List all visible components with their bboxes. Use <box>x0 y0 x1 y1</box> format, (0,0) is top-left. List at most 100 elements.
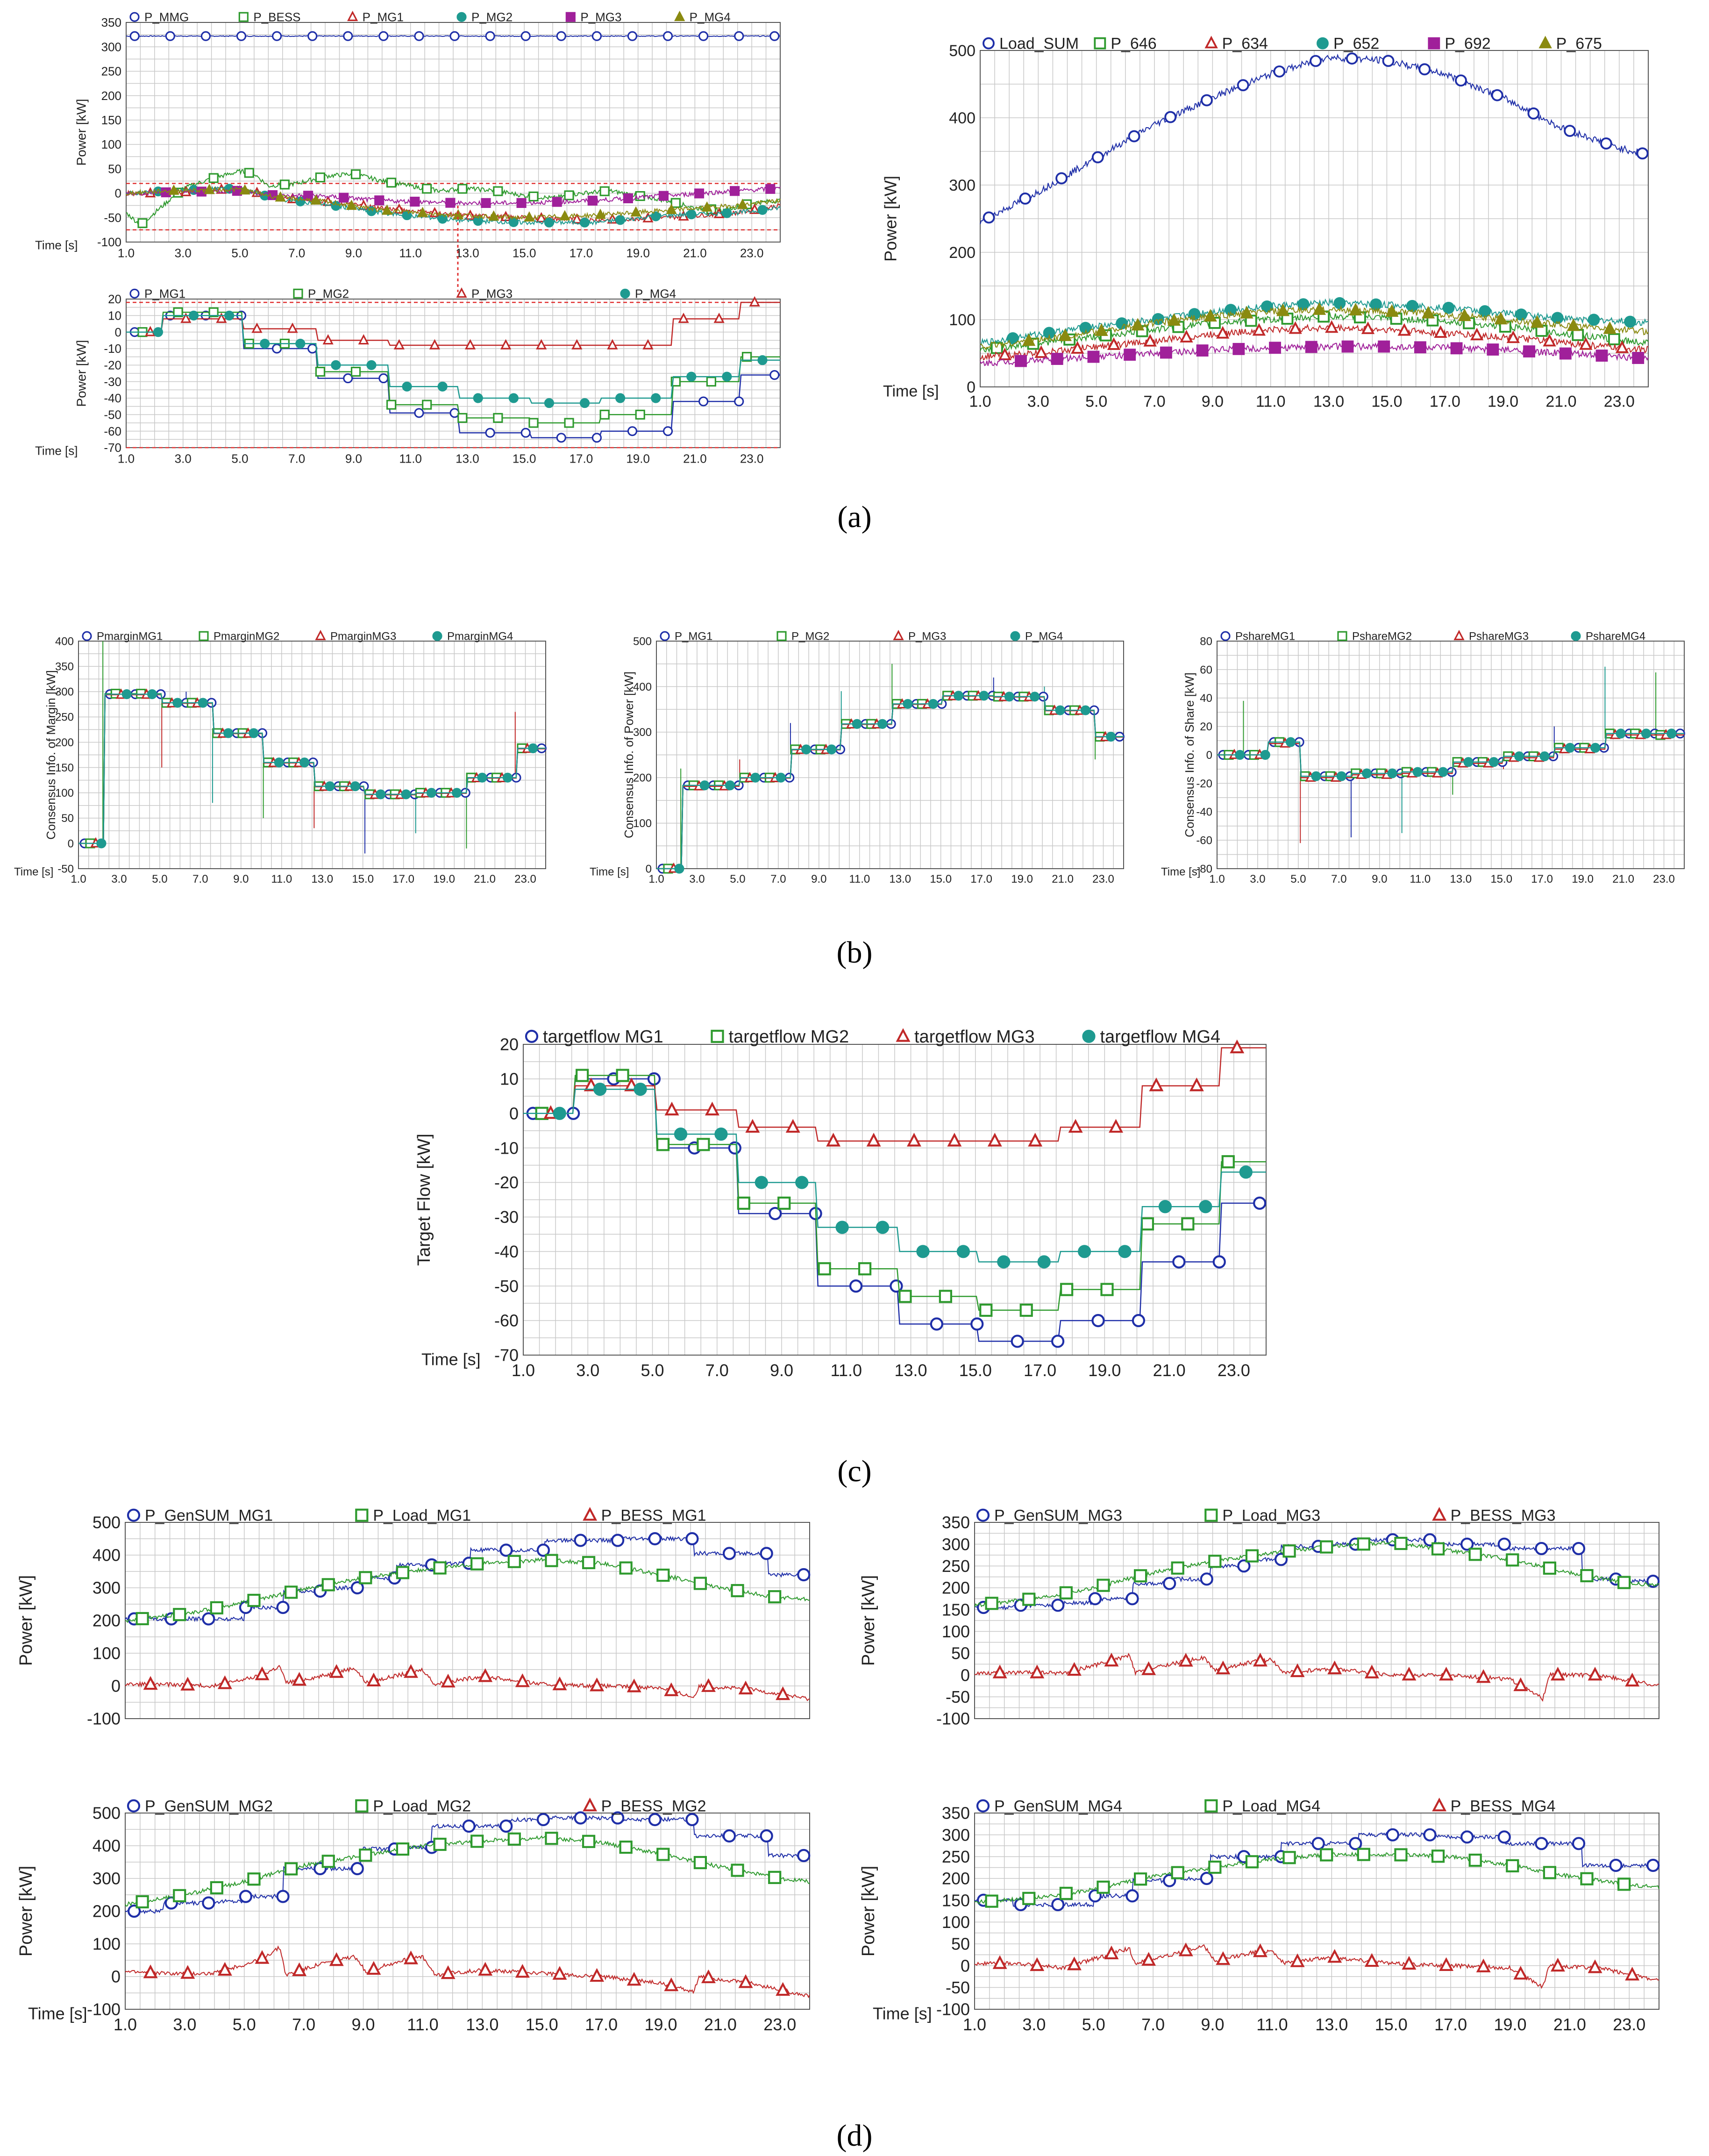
data-point-marker <box>1141 1661 1156 1675</box>
data-point-marker <box>249 728 259 738</box>
data-point-marker <box>173 307 183 317</box>
data-point-marker <box>1439 1957 1454 1971</box>
legend-label: P_MG4 <box>635 286 676 300</box>
series-P_MG4 <box>126 184 781 222</box>
data-point-marker <box>1513 1965 1528 1980</box>
data-point-marker <box>611 1534 625 1547</box>
data-point-marker <box>1091 151 1104 164</box>
data-point-marker <box>1078 1245 1091 1258</box>
x-tick-label: 1.0 <box>118 246 135 260</box>
data-point-marker <box>1143 334 1157 347</box>
data-point-marker <box>928 699 938 709</box>
data-point-marker <box>1181 1217 1195 1231</box>
legend-marker <box>456 287 467 298</box>
data-point-marker <box>797 1849 811 1863</box>
data-point-marker <box>1564 125 1576 137</box>
data-point-marker <box>433 1561 447 1575</box>
data-point-marker <box>722 1547 736 1560</box>
data-point-marker <box>374 195 385 206</box>
data-point-marker <box>983 211 995 224</box>
data-point-marker <box>452 788 462 798</box>
x-axis-label: Time [s] <box>883 382 939 400</box>
data-point-marker <box>648 1532 662 1546</box>
data-point-marker <box>441 1965 456 1979</box>
data-point-marker <box>414 31 424 41</box>
data-point-marker <box>795 1176 809 1189</box>
data-point-marker <box>299 757 310 768</box>
data-point-marker <box>499 1819 513 1833</box>
data-point-marker <box>1418 63 1431 76</box>
data-point-marker <box>1028 1133 1043 1147</box>
data-point-marker <box>1178 1942 1193 1956</box>
data-point-marker <box>255 1666 270 1680</box>
data-point-marker <box>979 691 989 701</box>
series-P_MG3 <box>126 296 780 350</box>
data-point-marker <box>651 393 661 403</box>
y-tick-label: 400 <box>55 635 74 648</box>
data-point-marker <box>1140 1217 1154 1231</box>
data-point-marker <box>485 31 495 41</box>
data-point-marker <box>599 186 610 196</box>
data-point-marker <box>536 212 547 222</box>
legend-label: targetflow MG1 <box>543 1027 663 1047</box>
y-tick-label: -40 <box>494 1242 519 1261</box>
data-point-marker <box>1421 306 1435 319</box>
legend-marker <box>893 629 904 640</box>
legend-label: P_Load_MG3 <box>1222 1507 1320 1525</box>
data-point-marker <box>1394 1536 1408 1550</box>
data-point-marker <box>135 1612 149 1626</box>
legend: P_MG1 P_MG2 P_MG3 P_MG4 <box>129 286 676 300</box>
x-tick-label: 15.0 <box>1375 2015 1408 2034</box>
data-point-marker <box>1030 1957 1045 1971</box>
data-point-marker <box>656 1848 670 1861</box>
data-point-marker <box>1051 1599 1065 1612</box>
y-tick-label: 100 <box>93 1644 121 1663</box>
legend-marker <box>1432 1506 1447 1521</box>
plot-frame <box>78 641 546 869</box>
x-tick-label: 5.0 <box>233 2015 256 2034</box>
y-tick-label: 250 <box>101 64 121 79</box>
x-tick-label: 3.0 <box>111 873 127 885</box>
x-tick-label: 11.0 <box>407 2015 438 2034</box>
data-point-marker <box>247 1872 261 1886</box>
data-point-marker <box>255 1950 270 1964</box>
x-tick-label: 15.0 <box>959 1361 992 1380</box>
data-point-marker <box>1200 1871 1213 1885</box>
series-P_MG4 <box>656 691 1124 874</box>
data-point-marker <box>627 1971 641 1986</box>
data-point-marker <box>247 1593 261 1607</box>
data-point-marker <box>656 1568 670 1582</box>
x-tick-label: 7.0 <box>1331 873 1346 885</box>
y-tick-label: -100 <box>936 1709 970 1728</box>
data-point-marker <box>414 408 424 418</box>
data-point-marker <box>315 366 326 377</box>
x-tick-label: 19.0 <box>1572 873 1594 885</box>
data-point-marker <box>1067 1662 1082 1676</box>
data-point-marker <box>343 373 353 384</box>
data-point-marker <box>835 1221 849 1234</box>
x-tick-label: 23.0 <box>1218 1361 1250 1380</box>
data-point-marker <box>556 31 566 41</box>
data-point-marker <box>593 1082 607 1096</box>
x-tick-label: 7.0 <box>1143 393 1165 411</box>
x-axis-label: Time [s] <box>35 238 78 252</box>
caption-a: (a) <box>837 500 871 534</box>
legend-label: P_MG2 <box>471 10 513 24</box>
x-tick-label: 19.0 <box>433 873 455 885</box>
y-tick-label: -60 <box>494 1311 519 1330</box>
data-point-marker <box>1438 767 1448 777</box>
data-point-marker <box>507 1555 521 1568</box>
data-point-marker <box>381 204 393 215</box>
data-point-marker <box>765 184 776 194</box>
legend-label: targetflow MG4 <box>1100 1027 1221 1047</box>
data-point-marker <box>1468 1548 1482 1561</box>
data-point-marker <box>426 788 437 798</box>
legend-label: P_GenSUM_MG1 <box>145 1507 273 1525</box>
series-P_Load_MG3 <box>974 1536 1659 1610</box>
x-tick-label: 17.0 <box>1024 1361 1056 1380</box>
legend-label: P_MG2 <box>308 286 349 300</box>
data-point-marker <box>137 218 148 228</box>
series-Load_SUM <box>980 52 1649 225</box>
y-tick-label: 0 <box>111 1677 121 1696</box>
legend-label: P_MG3 <box>908 630 946 643</box>
